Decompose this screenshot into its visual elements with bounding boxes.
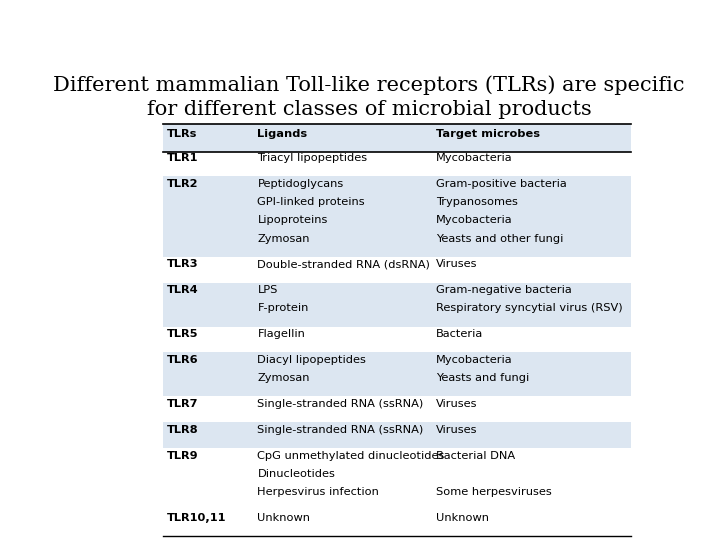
- Text: GPI-linked proteins: GPI-linked proteins: [258, 197, 365, 207]
- Text: TLR3: TLR3: [167, 259, 199, 269]
- Text: TLR9: TLR9: [167, 451, 199, 461]
- Text: Single-stranded RNA (ssRNA): Single-stranded RNA (ssRNA): [258, 425, 423, 435]
- Bar: [163, 282, 631, 327]
- Text: Some herpesviruses: Some herpesviruses: [436, 487, 552, 497]
- Text: Target microbes: Target microbes: [436, 129, 540, 139]
- Text: TLR1: TLR1: [167, 153, 199, 163]
- Text: LPS: LPS: [258, 285, 278, 295]
- Text: Mycobacteria: Mycobacteria: [436, 153, 513, 163]
- Text: Single-stranded RNA (ssRNA): Single-stranded RNA (ssRNA): [258, 399, 423, 409]
- Text: Double-stranded RNA (dsRNA): Double-stranded RNA (dsRNA): [258, 259, 431, 269]
- Text: Mycobacteria: Mycobacteria: [436, 355, 513, 365]
- Text: Peptidoglycans: Peptidoglycans: [258, 179, 343, 188]
- Text: TLR10,11: TLR10,11: [167, 513, 227, 523]
- Text: Mycobacteria: Mycobacteria: [436, 215, 513, 225]
- Text: Gram-negative bacteria: Gram-negative bacteria: [436, 285, 572, 295]
- Text: F-protein: F-protein: [258, 303, 309, 313]
- Text: Gram-positive bacteria: Gram-positive bacteria: [436, 179, 567, 188]
- Text: CpG unmethylated dinucleotides: CpG unmethylated dinucleotides: [258, 451, 445, 461]
- Text: TLR4: TLR4: [167, 285, 199, 295]
- Text: Unknown: Unknown: [258, 513, 310, 523]
- Text: Zymosan: Zymosan: [258, 373, 310, 383]
- Text: TLR5: TLR5: [167, 329, 199, 339]
- Text: Triacyl lipopeptides: Triacyl lipopeptides: [258, 153, 367, 163]
- Bar: [163, 510, 631, 536]
- Text: Viruses: Viruses: [436, 399, 477, 409]
- Text: Lipoproteins: Lipoproteins: [258, 215, 328, 225]
- Text: TLR7: TLR7: [167, 399, 199, 409]
- Text: Bacterial DNA: Bacterial DNA: [436, 451, 515, 461]
- Text: Unknown: Unknown: [436, 513, 489, 523]
- Text: Yeasts and fungi: Yeasts and fungi: [436, 373, 529, 383]
- Text: Respiratory syncytial virus (RSV): Respiratory syncytial virus (RSV): [436, 303, 623, 313]
- Text: Flagellin: Flagellin: [258, 329, 305, 339]
- Text: Different mammalian Toll-like receptors (TLRs) are specific
for different classe: Different mammalian Toll-like receptors …: [53, 75, 685, 119]
- Text: TLR8: TLR8: [167, 425, 199, 435]
- Bar: [163, 353, 631, 396]
- Text: TLR6: TLR6: [167, 355, 199, 365]
- Text: Viruses: Viruses: [436, 425, 477, 435]
- Text: Trypanosomes: Trypanosomes: [436, 197, 518, 207]
- Bar: [163, 176, 631, 257]
- Bar: [163, 124, 631, 152]
- Text: Ligands: Ligands: [258, 129, 307, 139]
- Text: Yeasts and other fungi: Yeasts and other fungi: [436, 234, 563, 244]
- Text: Dinucleotides: Dinucleotides: [258, 469, 336, 479]
- Text: Viruses: Viruses: [436, 259, 477, 269]
- Text: Zymosan: Zymosan: [258, 234, 310, 244]
- Text: Bacteria: Bacteria: [436, 329, 483, 339]
- Text: TLR2: TLR2: [167, 179, 199, 188]
- Text: Diacyl lipopeptides: Diacyl lipopeptides: [258, 355, 366, 365]
- Text: TLRs: TLRs: [167, 129, 197, 139]
- Text: Herpesvirus infection: Herpesvirus infection: [258, 487, 379, 497]
- Bar: [163, 422, 631, 448]
